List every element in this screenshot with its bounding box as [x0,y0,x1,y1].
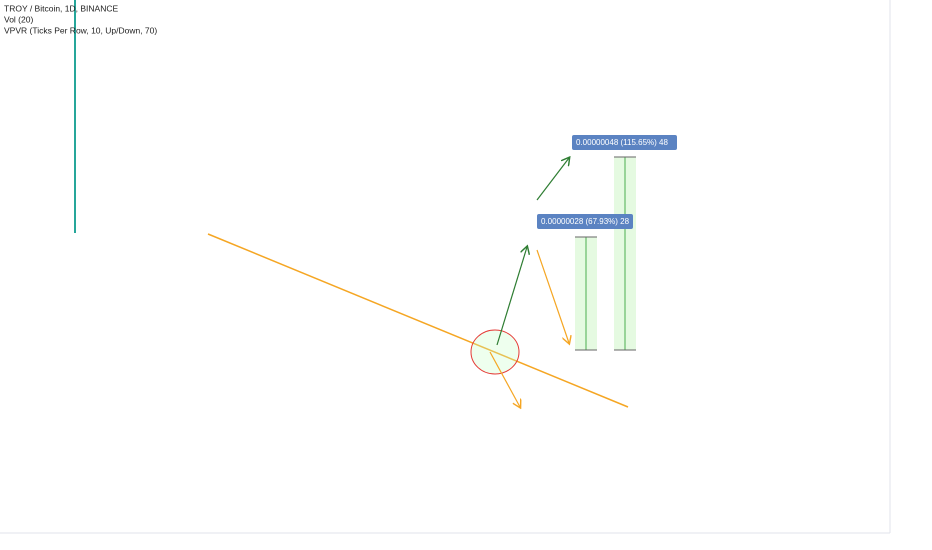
measure-label: 0.00000028 (67.93%) 28 [541,217,630,226]
symbol-title: TROY / Bitcoin, 1D, BINANCE [4,3,118,13]
highlight-ellipse [470,329,520,375]
arrow-up [536,158,569,201]
measure-label: 0.00000048 (115.65%) 48 [576,138,668,147]
trend-line [207,233,629,408]
vpvr-legend: VPVR (Ticks Per Row, 10, Up/Down, 70) [4,25,157,35]
measure-label-bg [537,214,633,229]
price-axis [890,0,932,550]
measure-label-bg [572,135,677,150]
vol-legend: Vol (20) [4,14,33,24]
arrow-up [496,247,527,346]
arrow-down [489,351,520,407]
arrow-down [536,249,569,343]
